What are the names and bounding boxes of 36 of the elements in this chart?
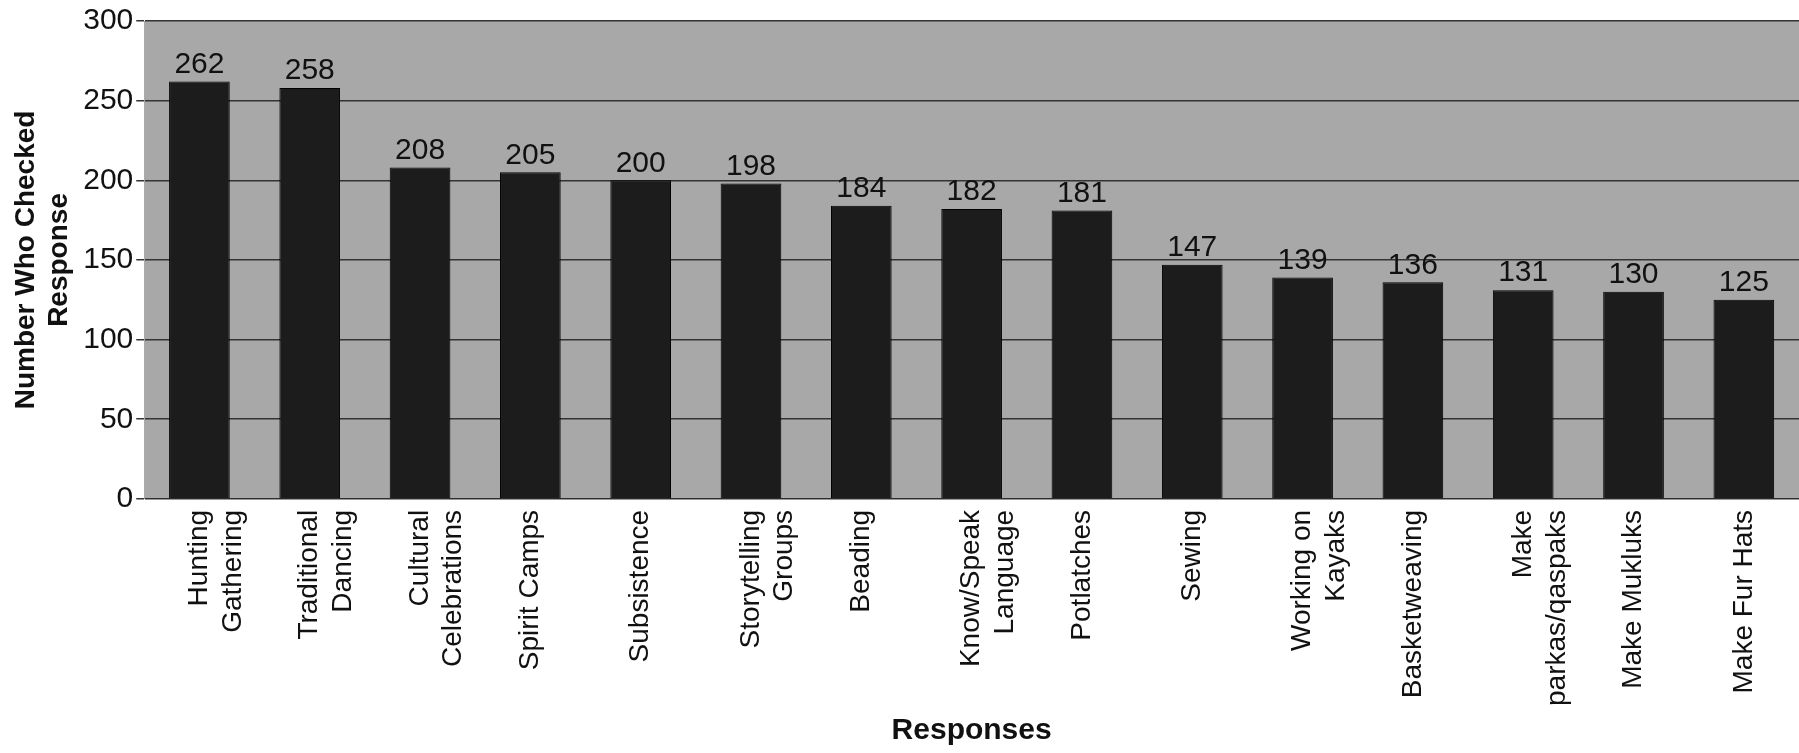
data-label: 208 (395, 131, 446, 165)
y-tick-label: 250 (83, 81, 134, 115)
x-tick-label: Subsistence (623, 509, 655, 663)
data-label: 205 (505, 136, 556, 170)
data-label: 182 (946, 173, 997, 207)
data-label: 131 (1498, 254, 1549, 288)
x-tick-label: Beading (844, 509, 876, 613)
x-tick-label: Working on Kayaks (1285, 509, 1350, 651)
x-tick-label: Cultural Celebrations (402, 509, 468, 668)
x-tick-label: Make Fur Hats (1726, 509, 1758, 694)
x-tick-label: Make Mukluks (1616, 509, 1648, 689)
x-tick-label: Hunting Gathering (182, 509, 247, 633)
y-tick-label: 0 (116, 480, 134, 514)
x-tick-label: Traditional Dancing (292, 509, 358, 640)
y-axis-title: Number Who Checked Response (8, 110, 74, 410)
x-tick-label: Basketweaving (1395, 509, 1427, 699)
data-label: 125 (1718, 264, 1769, 298)
y-tick-label: 200 (83, 161, 134, 195)
x-tick-label: Spirit Camps (513, 509, 545, 671)
x-tick-label: Make parkas/qaspaks (1505, 509, 1571, 706)
x-tick-label: Storytelling Groups (733, 509, 799, 649)
data-label: 130 (1608, 256, 1659, 290)
data-label: 258 (284, 52, 335, 86)
y-tick-label: 300 (83, 2, 134, 36)
y-tick-label: 100 (83, 320, 134, 354)
x-tick-label: Know/Speak Language (954, 508, 1019, 668)
x-tick-label: Sewing (1174, 509, 1206, 602)
data-label: 200 (615, 144, 666, 178)
x-tick-label: Potlatches (1064, 509, 1096, 641)
y-tick-label: 50 (99, 400, 134, 434)
data-label: 198 (725, 147, 777, 181)
data-label: 181 (1056, 174, 1107, 208)
y-tick-label: 150 (83, 241, 134, 275)
x-axis-title: Responses (891, 712, 1052, 746)
data-label: 147 (1167, 228, 1218, 262)
data-label: 262 (174, 45, 225, 79)
